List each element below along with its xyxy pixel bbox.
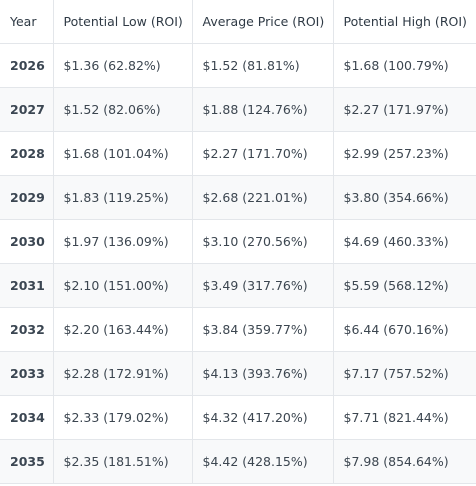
table-header: Year Potential Low (ROI) Average Price (… xyxy=(0,0,476,44)
average-price-cell: $3.10 (270.56%) xyxy=(191,219,334,264)
year-cell: 2026 xyxy=(0,43,54,88)
table-row: 2030 $1.97 (136.09%) $3.10 (270.56%) $4.69 … xyxy=(0,219,476,264)
table-row: 2027 $1.52 (82.06%) $1.88 (124.76%) $2.27 (… xyxy=(0,87,476,132)
potential-high-cell: $7.71 (821.44%) xyxy=(332,395,476,440)
potential-low-cell: $1.36 (62.82%) xyxy=(52,43,193,88)
table-row: 2026 $1.36 (62.82%) $1.52 (81.81%) $1.68 (1… xyxy=(0,43,476,88)
year-cell: 2035 xyxy=(0,439,54,484)
average-price-cell: $4.32 (417.20%) xyxy=(191,395,334,440)
year-cell: 2030 xyxy=(0,219,54,264)
potential-low-cell: $2.33 (179.02%) xyxy=(52,395,193,440)
potential-low-cell: $1.52 (82.06%) xyxy=(52,87,193,132)
table-row: 2035 $2.35 (181.51%) $4.42 (428.15%) $7.98 … xyxy=(0,439,476,484)
year-cell: 2031 xyxy=(0,263,54,308)
header-row: Year Potential Low (ROI) Average Price (… xyxy=(0,0,476,44)
year-cell: 2027 xyxy=(0,87,54,132)
potential-low-cell: $2.28 (172.91%) xyxy=(52,351,193,396)
header-potential-low: Potential Low (ROI) xyxy=(52,0,193,44)
average-price-cell: $1.52 (81.81%) xyxy=(191,43,334,88)
year-cell: 2029 xyxy=(0,175,54,220)
potential-low-cell: $1.68 (101.04%) xyxy=(52,131,193,176)
table-row: 2031 $2.10 (151.00%) $3.49 (317.76%) $5.59 … xyxy=(0,263,476,308)
potential-low-cell: $2.35 (181.51%) xyxy=(52,439,193,484)
year-cell: 2028 xyxy=(0,131,54,176)
potential-high-cell: $1.68 (100.79%) xyxy=(332,43,476,88)
table-row: 2033 $2.28 (172.91%) $4.13 (393.76%) $7.17 … xyxy=(0,351,476,396)
potential-low-cell: $1.83 (119.25%) xyxy=(52,175,193,220)
potential-high-cell: $6.44 (670.16%) xyxy=(332,307,476,352)
potential-low-cell: $2.20 (163.44%) xyxy=(52,307,193,352)
year-cell: 2032 xyxy=(0,307,54,352)
potential-high-cell: $2.27 (171.97%) xyxy=(332,87,476,132)
year-cell: 2033 xyxy=(0,351,54,396)
potential-low-cell: $2.10 (151.00%) xyxy=(52,263,193,308)
average-price-cell: $2.27 (171.70%) xyxy=(191,131,334,176)
average-price-cell: $3.49 (317.76%) xyxy=(191,263,334,308)
table-row: 2032 $2.20 (163.44%) $3.84 (359.77%) $6.44 … xyxy=(0,307,476,352)
average-price-cell: $4.13 (393.76%) xyxy=(191,351,334,396)
potential-low-cell: $1.97 (136.09%) xyxy=(52,219,193,264)
table-row: 2028 $1.68 (101.04%) $2.27 (171.70%) $2.99 … xyxy=(0,131,476,176)
potential-high-cell: $7.98 (854.64%) xyxy=(332,439,476,484)
table-row: 2029 $1.83 (119.25%) $2.68 (221.01%) $3.80 … xyxy=(0,175,476,220)
average-price-cell: $3.84 (359.77%) xyxy=(191,307,334,352)
potential-high-cell: $5.59 (568.12%) xyxy=(332,263,476,308)
header-average-price: Average Price (ROI) xyxy=(191,0,334,44)
average-price-cell: $1.88 (124.76%) xyxy=(191,87,334,132)
average-price-cell: $2.68 (221.01%) xyxy=(191,175,334,220)
average-price-cell: $4.42 (428.15%) xyxy=(191,439,334,484)
potential-high-cell: $4.69 (460.33%) xyxy=(332,219,476,264)
header-potential-high: Potential High (ROI) xyxy=(332,0,476,44)
potential-high-cell: $3.80 (354.66%) xyxy=(332,175,476,220)
year-cell: 2034 xyxy=(0,395,54,440)
table-row: 2034 $2.33 (179.02%) $4.32 (417.20%) $7.71 … xyxy=(0,395,476,440)
potential-high-cell: $7.17 (757.52%) xyxy=(332,351,476,396)
potential-high-cell: $2.99 (257.23%) xyxy=(332,131,476,176)
table-body: 2026 $1.36 (62.82%) $1.52 (81.81%) $1.68 (1… xyxy=(0,43,476,484)
header-year: Year xyxy=(0,0,54,44)
